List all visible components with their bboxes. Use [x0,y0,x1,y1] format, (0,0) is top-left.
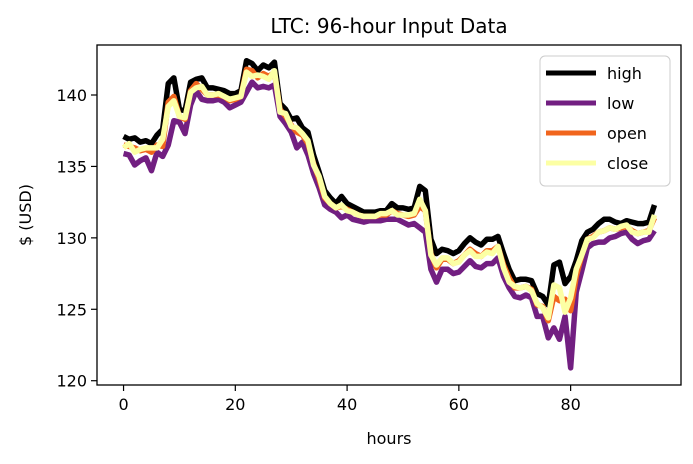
chart-title: LTC: 96-hour Input Data [270,14,507,38]
series-line-close [121,67,658,321]
x-tick-label: 80 [560,395,580,414]
legend-box [539,55,671,187]
y-tick-label: 120 [56,372,87,391]
y-tick-label: 125 [56,300,87,319]
legend-label-open: open [607,124,647,143]
x-tick-label: 40 [337,395,357,414]
legend-label-close: close [607,154,648,173]
axis-ticks: 0 20 40 60 80 120 125 130 135 140 [56,86,580,414]
series-line-high [122,57,658,308]
y-axis-label: $ (USD) [16,184,35,246]
y-tick-label: 135 [56,157,87,176]
y-tick-label: 130 [56,229,87,248]
x-tick-label: 60 [449,395,469,414]
legend-label-low: low [607,94,634,113]
x-tick-label: 0 [118,395,128,414]
y-tick-label: 140 [56,86,87,105]
series-line-low [122,79,657,371]
x-axis-label: hours [367,429,412,448]
legend: high low open close [539,55,671,187]
legend-label-high: high [607,64,642,83]
plot-frame [96,44,682,386]
x-tick-label: 20 [225,395,245,414]
plot-area [121,57,658,371]
